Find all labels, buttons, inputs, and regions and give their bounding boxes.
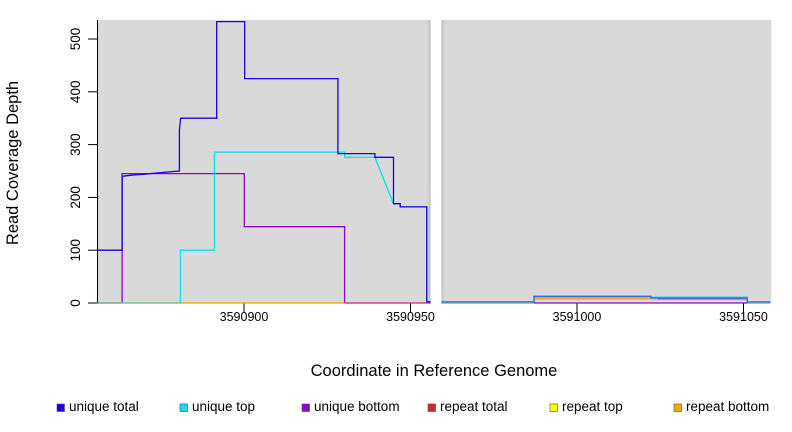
svg-text:3590900: 3590900	[220, 310, 269, 324]
svg-text:repeat total: repeat total	[440, 399, 508, 414]
svg-text:0: 0	[68, 299, 83, 307]
svg-text:500: 500	[68, 28, 83, 51]
svg-text:200: 200	[68, 186, 83, 209]
svg-text:400: 400	[68, 81, 83, 104]
svg-text:Coordinate in Reference Genome: Coordinate in Reference Genome	[311, 362, 558, 380]
svg-text:repeat top: repeat top	[562, 399, 623, 414]
svg-text:Read Coverage Depth: Read Coverage Depth	[4, 81, 22, 245]
svg-text:unique total: unique total	[69, 399, 139, 414]
svg-text:3591000: 3591000	[553, 310, 602, 324]
svg-text:300: 300	[68, 133, 83, 156]
svg-text:repeat bottom: repeat bottom	[686, 399, 769, 414]
svg-text:3590950: 3590950	[386, 310, 435, 324]
svg-text:100: 100	[68, 239, 83, 262]
svg-text:unique bottom: unique bottom	[314, 399, 400, 414]
svg-text:unique top: unique top	[192, 399, 255, 414]
svg-text:3591050: 3591050	[719, 310, 768, 324]
